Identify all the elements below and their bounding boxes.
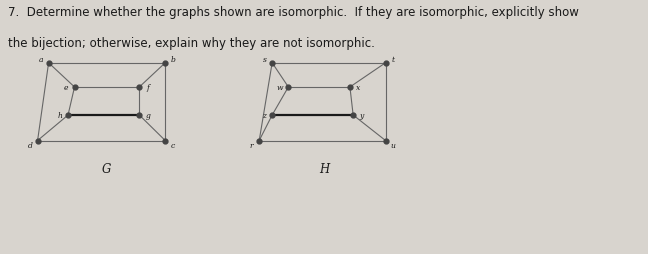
Text: f: f — [146, 84, 149, 92]
Text: H: H — [319, 163, 329, 176]
Text: b: b — [170, 55, 176, 64]
Text: c: c — [171, 141, 175, 149]
Text: z: z — [262, 112, 266, 120]
Text: x: x — [356, 84, 360, 92]
Text: t: t — [392, 55, 395, 64]
Text: y: y — [360, 112, 364, 120]
Text: a: a — [39, 55, 43, 64]
Text: u: u — [391, 141, 396, 149]
Text: G: G — [102, 163, 111, 176]
Text: r: r — [249, 141, 253, 149]
Text: d: d — [27, 141, 32, 149]
Text: h: h — [57, 112, 62, 120]
Text: 7.  Determine whether the graphs shown are isomorphic.  If they are isomorphic, : 7. Determine whether the graphs shown ar… — [8, 6, 579, 19]
Text: s: s — [262, 55, 266, 64]
Text: the bijection; otherwise, explain why they are not isomorphic.: the bijection; otherwise, explain why th… — [8, 37, 375, 50]
Text: w: w — [277, 84, 283, 92]
Text: e: e — [64, 84, 67, 92]
Text: g: g — [145, 112, 150, 120]
